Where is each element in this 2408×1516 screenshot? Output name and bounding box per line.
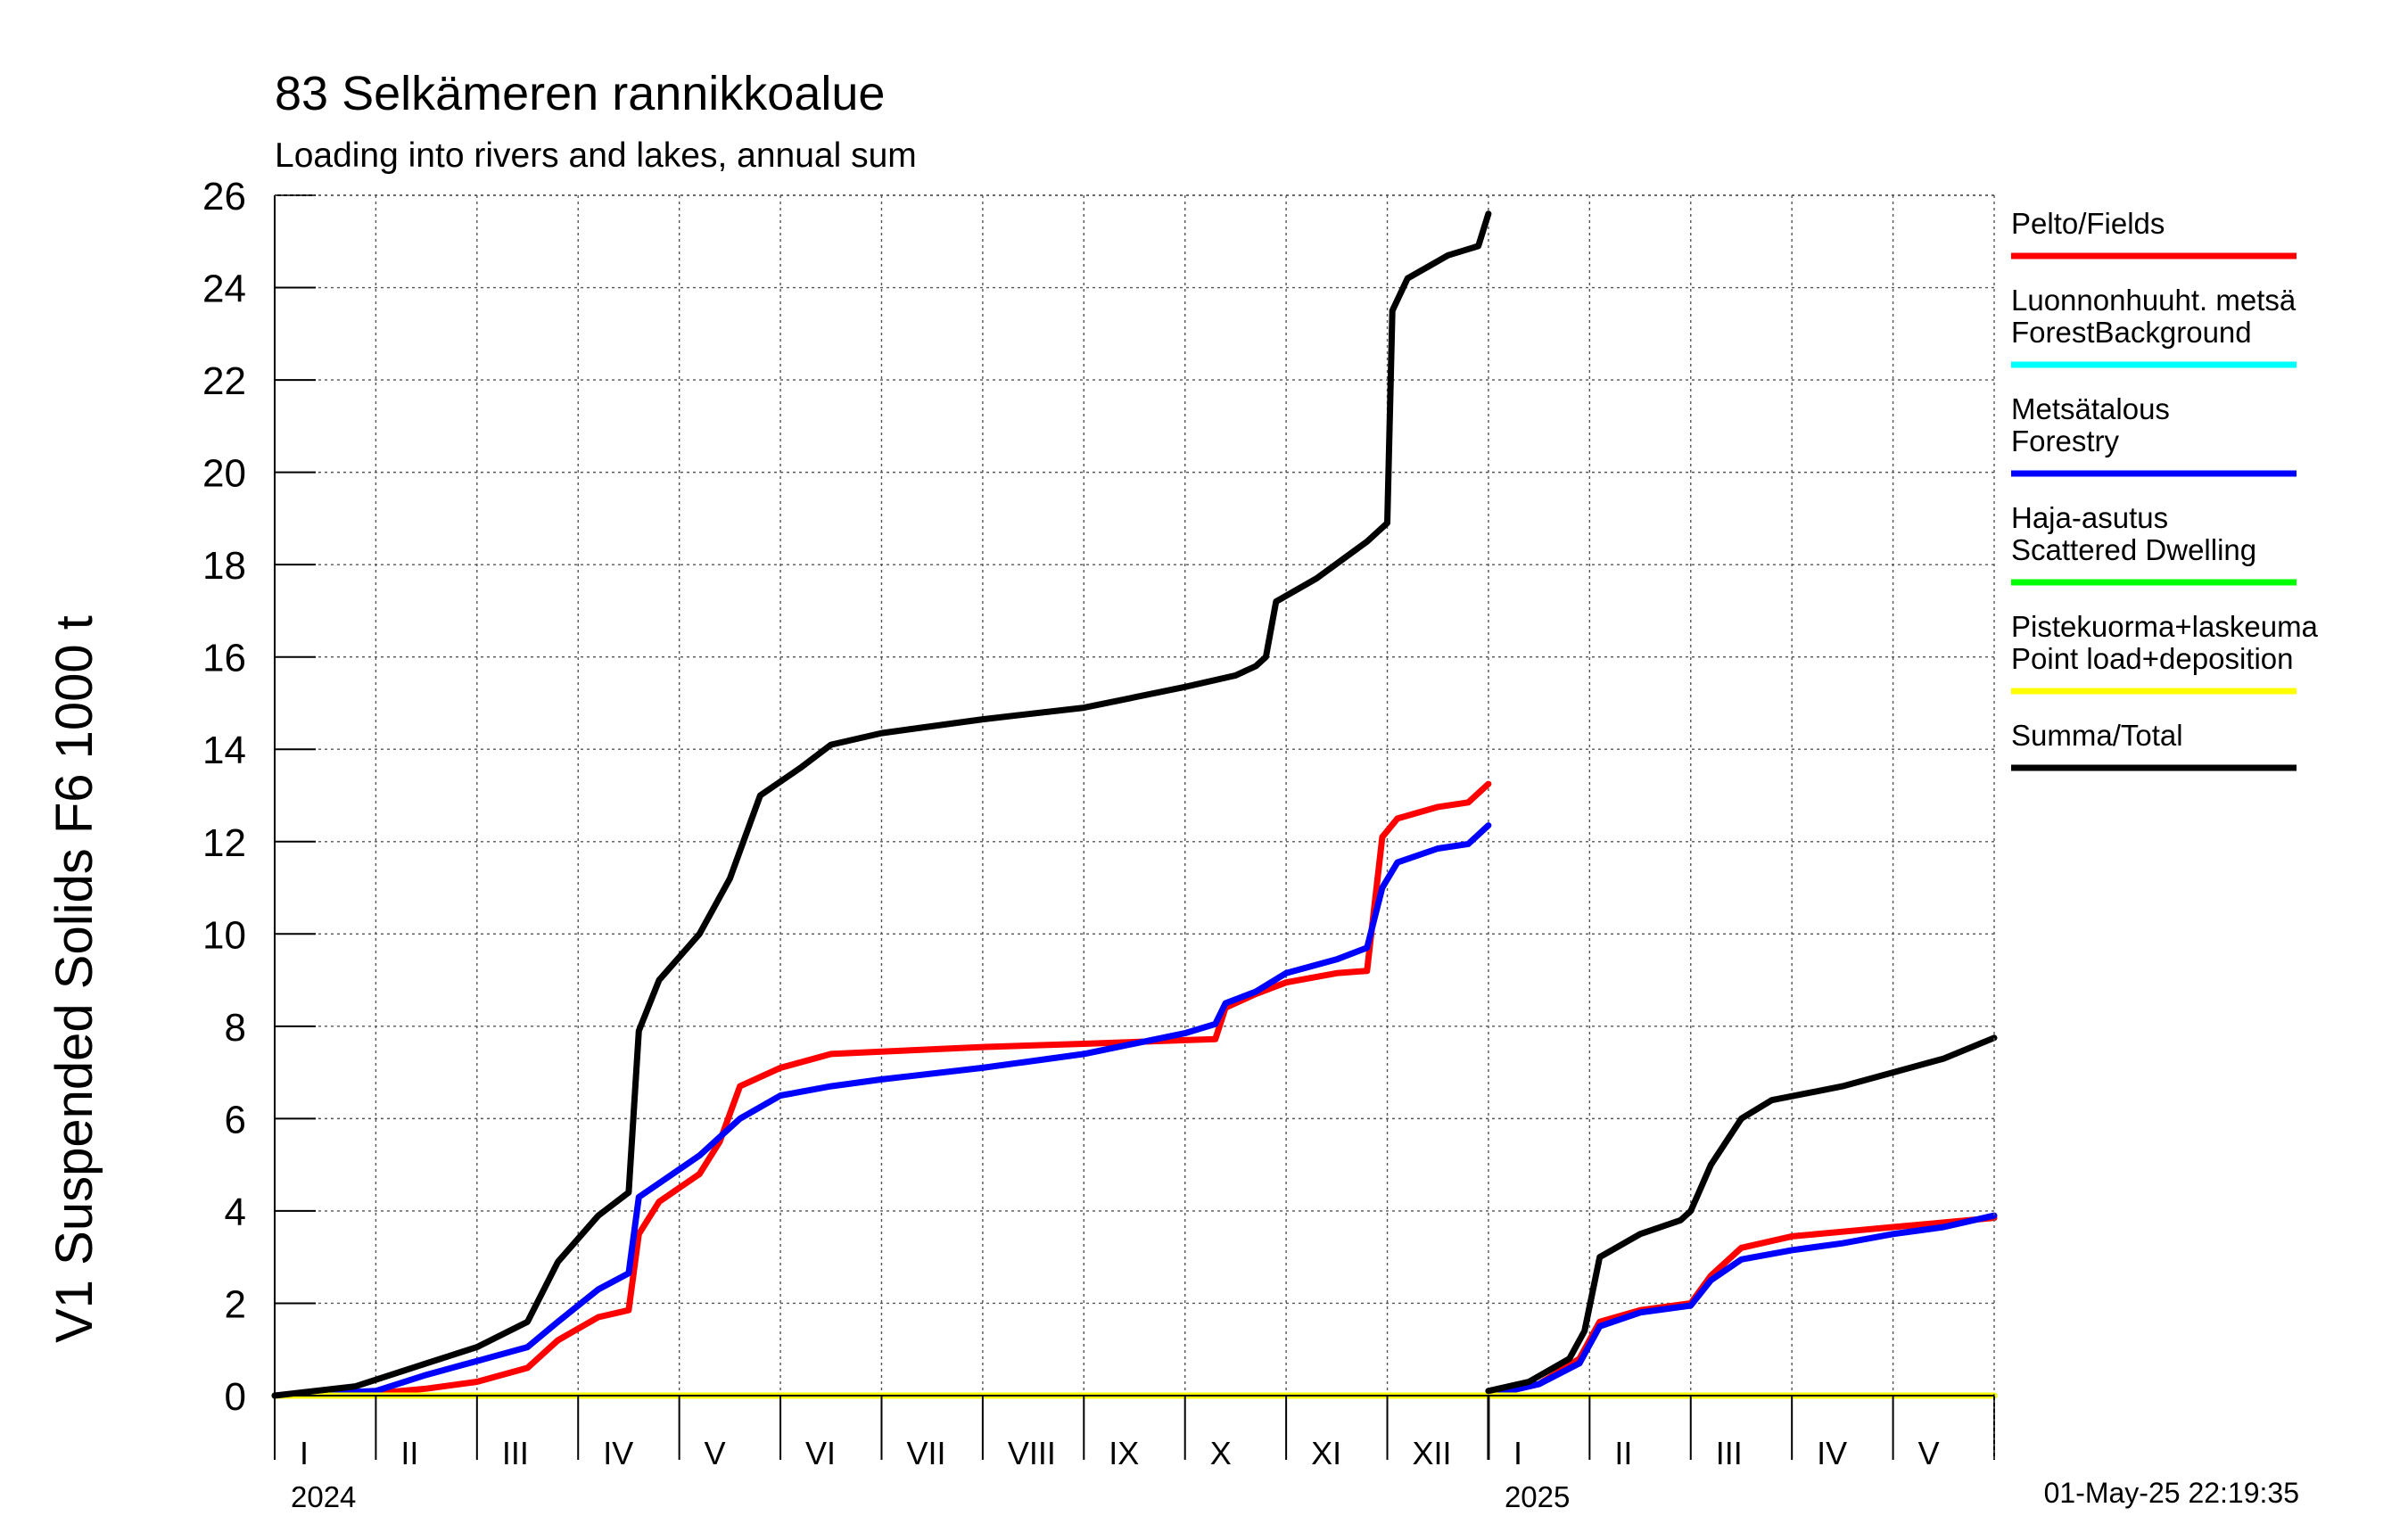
x-tick-label: VIII xyxy=(1008,1435,1056,1471)
y-tick-label: 26 xyxy=(202,175,246,218)
x-tick-label: II xyxy=(400,1435,418,1471)
legend-label: Point load+deposition xyxy=(2011,642,2294,675)
series-line-5 xyxy=(271,210,1492,1399)
chart-subtitle: Loading into rivers and lakes, annual su… xyxy=(275,136,917,175)
x-tick-label: IV xyxy=(1817,1435,1847,1471)
y-tick-label: 16 xyxy=(202,637,246,680)
y-tick-label: 10 xyxy=(202,913,246,957)
y-tick-label: 4 xyxy=(225,1191,246,1234)
series-line-2 xyxy=(1485,1212,1998,1399)
y-tick-label: 12 xyxy=(202,821,246,865)
series-line-5 xyxy=(1485,1034,1998,1395)
x-tick-label: I xyxy=(1513,1435,1522,1471)
chart-title: 83 Selkämeren rannikkoalue xyxy=(275,67,885,120)
series-lines xyxy=(271,210,1998,1399)
x-tick-label: X xyxy=(1210,1435,1232,1471)
legend-label: Summa/Total xyxy=(2011,719,2183,752)
x-tick-label: XII xyxy=(1413,1435,1452,1471)
legend-label: Luonnonhuuht. metsä xyxy=(2011,284,2297,317)
x-tick-label: III xyxy=(502,1435,529,1471)
x-tick-label: IV xyxy=(603,1435,633,1471)
legend-label: Pistekuorma+laskeuma xyxy=(2011,610,2319,643)
y-tick-label: 14 xyxy=(202,729,246,772)
legend-label: Scattered Dwelling xyxy=(2011,533,2256,566)
series-line-2 xyxy=(271,822,1492,1399)
x-tick-label: VI xyxy=(805,1435,836,1471)
y-tick-label: 6 xyxy=(225,1098,246,1141)
legend-label: Haja-asutus xyxy=(2011,501,2168,534)
x-year-label: 2024 xyxy=(291,1480,356,1513)
x-tick-label: I xyxy=(300,1435,309,1471)
x-tick-label: V xyxy=(705,1435,726,1471)
y-tick-label: 0 xyxy=(225,1375,246,1419)
y-axis-label: V1 Suspended Solids F6 1000 t xyxy=(45,615,103,1343)
y-tick-label: 22 xyxy=(202,359,246,403)
y-tick-label: 2 xyxy=(225,1282,246,1326)
x-tick-label: III xyxy=(1716,1435,1743,1471)
x-tick-label: II xyxy=(1614,1435,1632,1471)
y-tick-label: 20 xyxy=(202,452,246,496)
x-tick-label: XI xyxy=(1311,1435,1341,1471)
legend: Pelto/Fields Luonnonhuuht. metsäForestBac… xyxy=(2011,207,2319,771)
x-year-label: 2025 xyxy=(1505,1480,1570,1513)
y-tick-label: 18 xyxy=(202,544,246,588)
y-tick-label: 8 xyxy=(225,1006,246,1050)
timestamp: 01-May-25 22:19:35 xyxy=(2044,1477,2299,1509)
legend-label: Pelto/Fields xyxy=(2011,207,2165,240)
legend-label: Forestry xyxy=(2011,424,2120,457)
legend-label: Metsätalous xyxy=(2011,392,2170,425)
x-tick-label: IX xyxy=(1109,1435,1139,1471)
x-tick-label: V xyxy=(1918,1435,1940,1471)
x-tick-label: VII xyxy=(906,1435,945,1471)
y-tick-label: 24 xyxy=(202,268,246,311)
grid xyxy=(275,194,1994,1396)
legend-label: ForestBackground xyxy=(2011,316,2252,349)
